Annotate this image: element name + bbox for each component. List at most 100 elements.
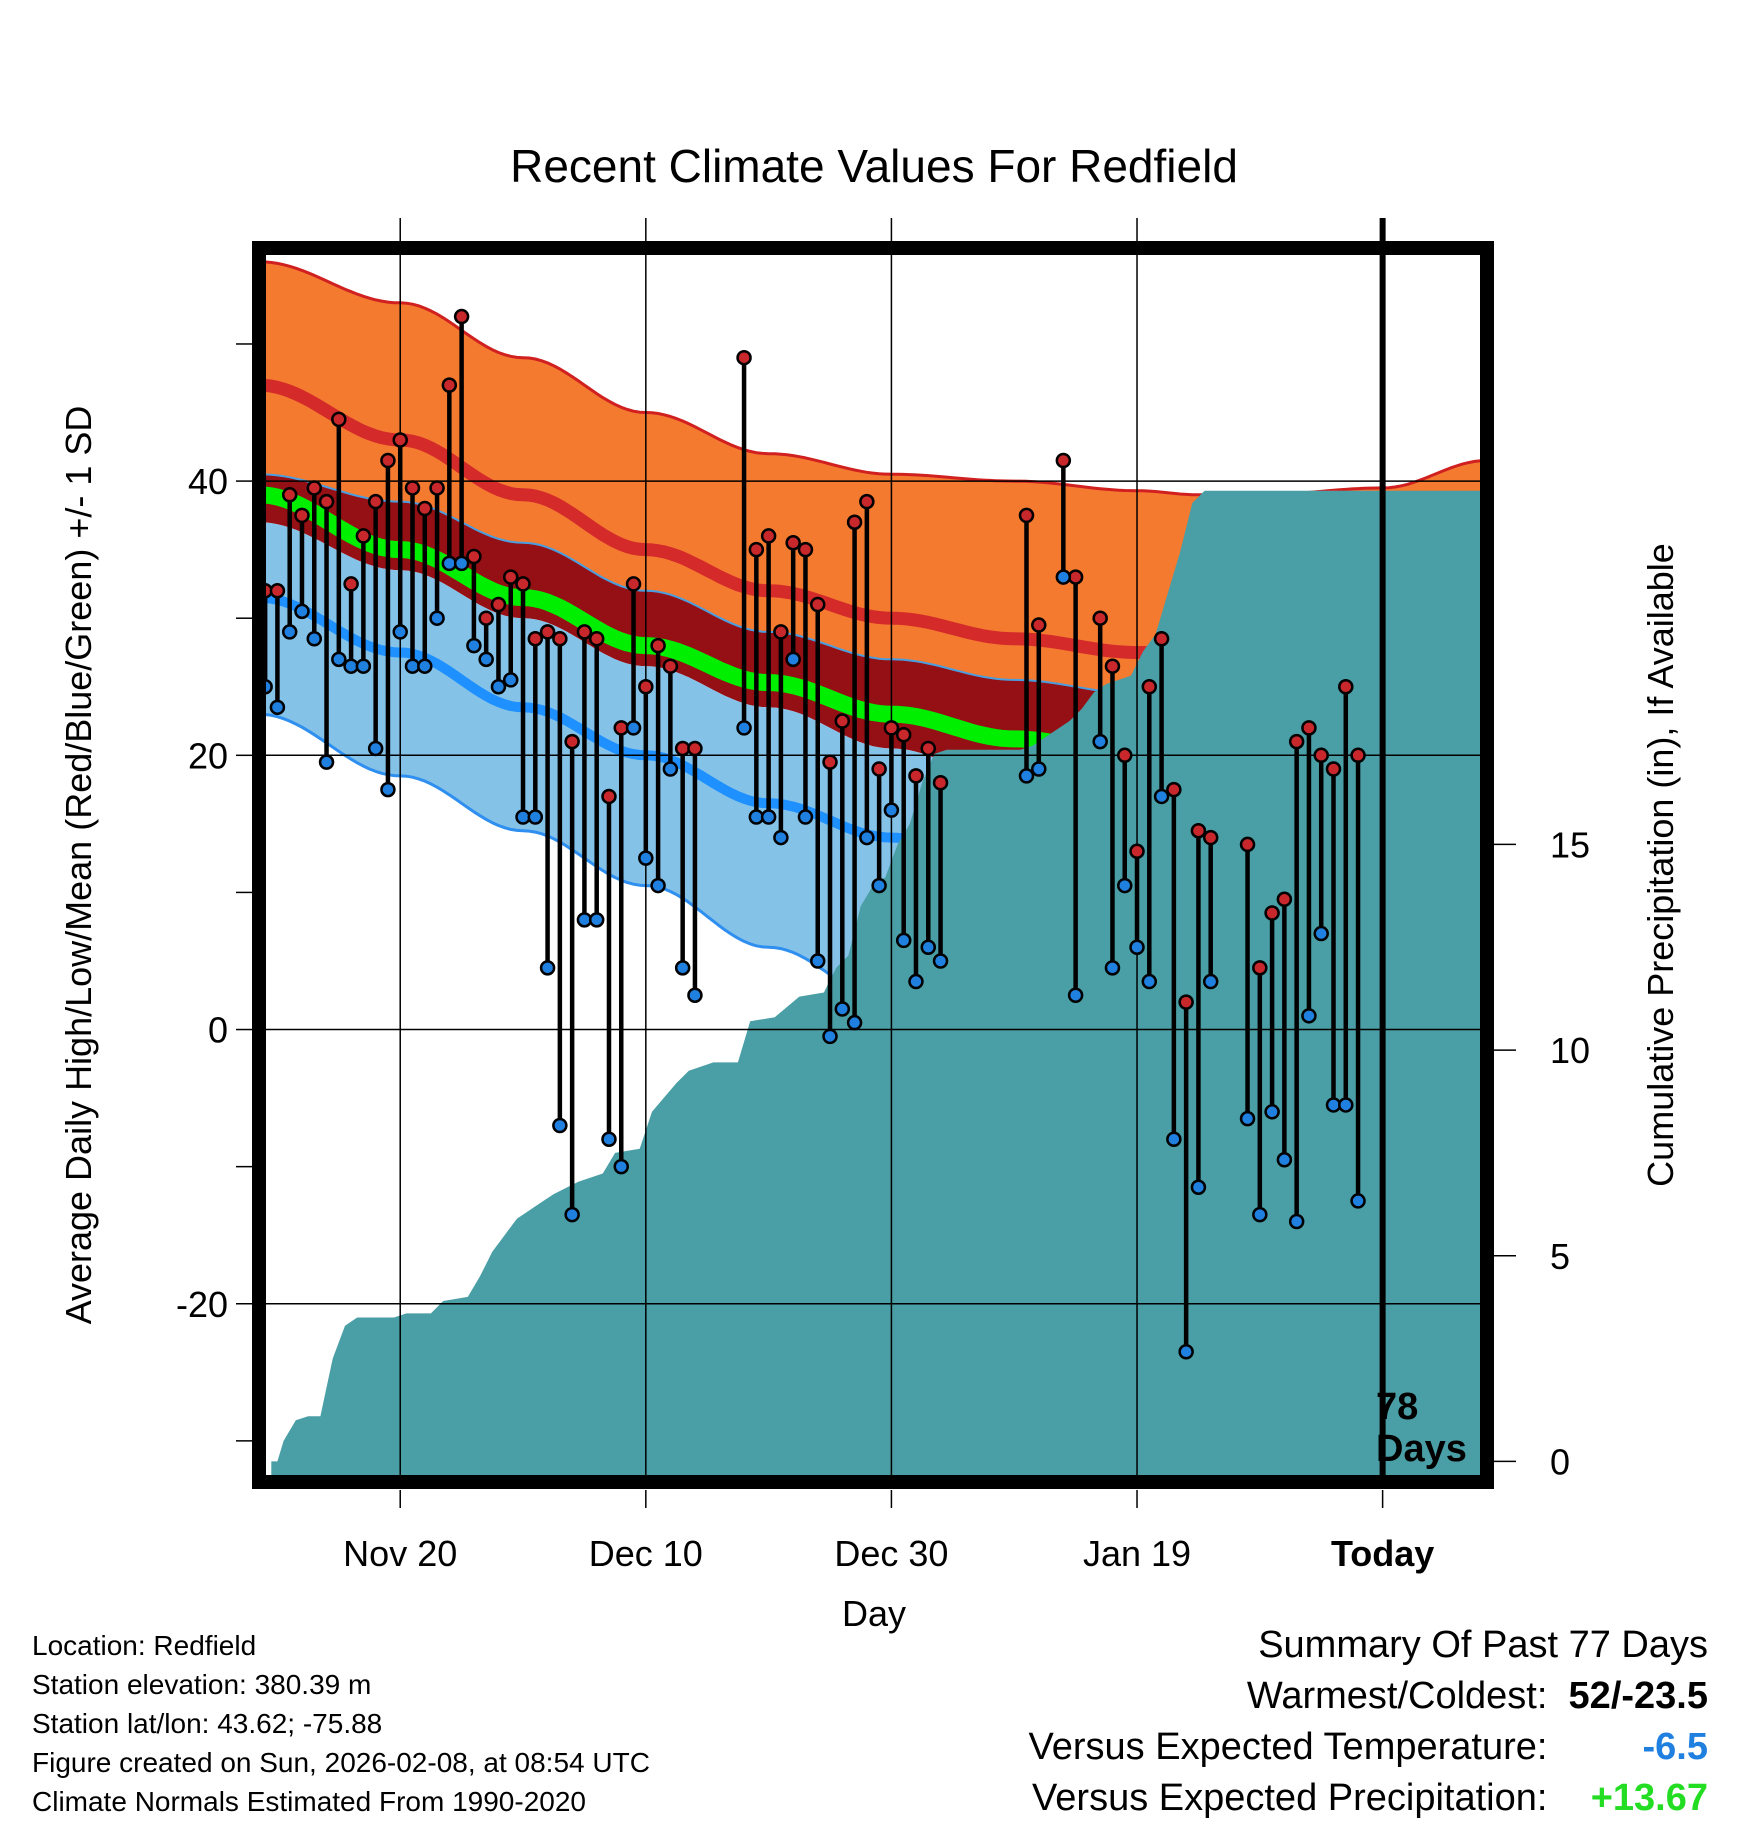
low-point [380, 781, 396, 798]
y-tick-label: 20 [188, 735, 228, 776]
plot-frame [252, 241, 1494, 1489]
latlon-text: Station lat/lon: 43.62; -75.88 [32, 1708, 383, 1739]
x-axis: Nov 20 Dec 10 Dec 30 Jan 19 Today [343, 1490, 1434, 1574]
low-point [871, 877, 887, 894]
y-tick-label: 0 [208, 1010, 228, 1051]
low-point [355, 658, 372, 674]
low-point [1288, 1213, 1305, 1230]
low-point [859, 829, 875, 846]
high-point [1153, 631, 1170, 647]
high-point [453, 308, 470, 325]
high-point [1055, 452, 1072, 469]
high-point [331, 411, 347, 428]
low-point [1092, 733, 1108, 750]
high-point [1104, 658, 1121, 674]
low-point [638, 850, 654, 866]
low-point [883, 802, 900, 818]
y-tick-label: -20 [176, 1284, 228, 1325]
created-text: Figure created on Sun, 2026-02-08, at 08… [32, 1747, 650, 1778]
high-point [269, 583, 286, 599]
x-tick-label: Jan 19 [1083, 1533, 1191, 1574]
high-point [1301, 720, 1317, 736]
y2-tick-label: 10 [1550, 1030, 1590, 1071]
precip-fill [271, 490, 1487, 1482]
temp-label: Versus Expected Temperature: [1028, 1726, 1548, 1768]
high-point [1092, 610, 1108, 626]
x-tick-label: Today [1331, 1533, 1434, 1574]
low-point [478, 651, 494, 668]
low-point [1202, 973, 1219, 990]
high-point [797, 541, 814, 558]
warmest-value: 52/-23.5 [1568, 1675, 1708, 1717]
low-point [1313, 925, 1329, 942]
low-point [527, 809, 544, 825]
high-point [846, 514, 863, 530]
high-point [908, 768, 924, 784]
low-point [613, 1158, 630, 1175]
summary-warmest-row: Warmest/Coldest: 52/-23.5 [1029, 1671, 1708, 1722]
y2-axis-label: Cumulative Precipitation (in), If Availa… [1640, 543, 1681, 1187]
high-point [736, 349, 752, 366]
high-point [748, 541, 765, 558]
low-point [1301, 1008, 1317, 1024]
x-tick-label: Dec 10 [589, 1533, 703, 1574]
high-point [859, 493, 875, 510]
high-point [932, 774, 949, 791]
high-point [871, 761, 887, 777]
high-point [392, 432, 408, 448]
plot-content [256, 218, 1490, 1482]
x-axis-label: Day [842, 1593, 906, 1634]
low-point [1153, 788, 1170, 805]
high-point [306, 480, 323, 496]
low-point [1178, 1343, 1194, 1360]
low-point [1141, 973, 1158, 990]
low-point [1276, 1152, 1293, 1168]
low-point [466, 637, 482, 654]
low-point [895, 932, 912, 949]
low-point [269, 699, 286, 716]
high-point [785, 535, 801, 551]
high-point [466, 548, 482, 565]
low-point [1190, 1179, 1207, 1195]
normals-text: Climate Normals Estimated From 1990-2020 [32, 1786, 586, 1817]
low-point [625, 720, 642, 736]
high-point [564, 733, 580, 750]
high-point [1264, 905, 1280, 921]
high-point [281, 487, 298, 503]
low-point [601, 1131, 617, 1147]
low-point [588, 912, 605, 928]
high-point [367, 493, 384, 510]
high-point [1202, 829, 1219, 846]
high-point [502, 569, 519, 585]
high-point [1313, 747, 1329, 764]
low-point [539, 960, 556, 976]
precip-value: +13.67 [1590, 1777, 1708, 1819]
high-point [490, 596, 507, 613]
low-point [687, 987, 703, 1004]
low-point [1350, 1193, 1366, 1209]
low-point [1055, 569, 1072, 585]
high-point [822, 754, 838, 770]
high-point [380, 452, 396, 469]
low-point [367, 740, 384, 757]
low-point [1104, 960, 1121, 976]
low-point [490, 679, 507, 695]
low-point [417, 658, 433, 674]
today-days-number: 78 [1376, 1386, 1418, 1428]
x-tick-label: Nov 20 [343, 1533, 457, 1574]
low-point [760, 809, 777, 825]
today-days-word: Days [1376, 1428, 1467, 1470]
high-point [883, 720, 900, 736]
warmest-label: Warmest/Coldest: [1246, 1675, 1548, 1717]
y-axis-label: Average Daily High/Low/Mean (Red/Blue/Gr… [58, 406, 99, 1325]
precipitation-area [271, 490, 1487, 1482]
low-point [797, 809, 814, 825]
high-point [687, 740, 703, 757]
low-point [773, 829, 789, 846]
high-point [417, 500, 433, 517]
high-point [552, 631, 568, 647]
high-point [1239, 836, 1256, 853]
high-point [576, 624, 593, 640]
high-point [920, 740, 937, 757]
daily-points [257, 308, 1366, 1360]
